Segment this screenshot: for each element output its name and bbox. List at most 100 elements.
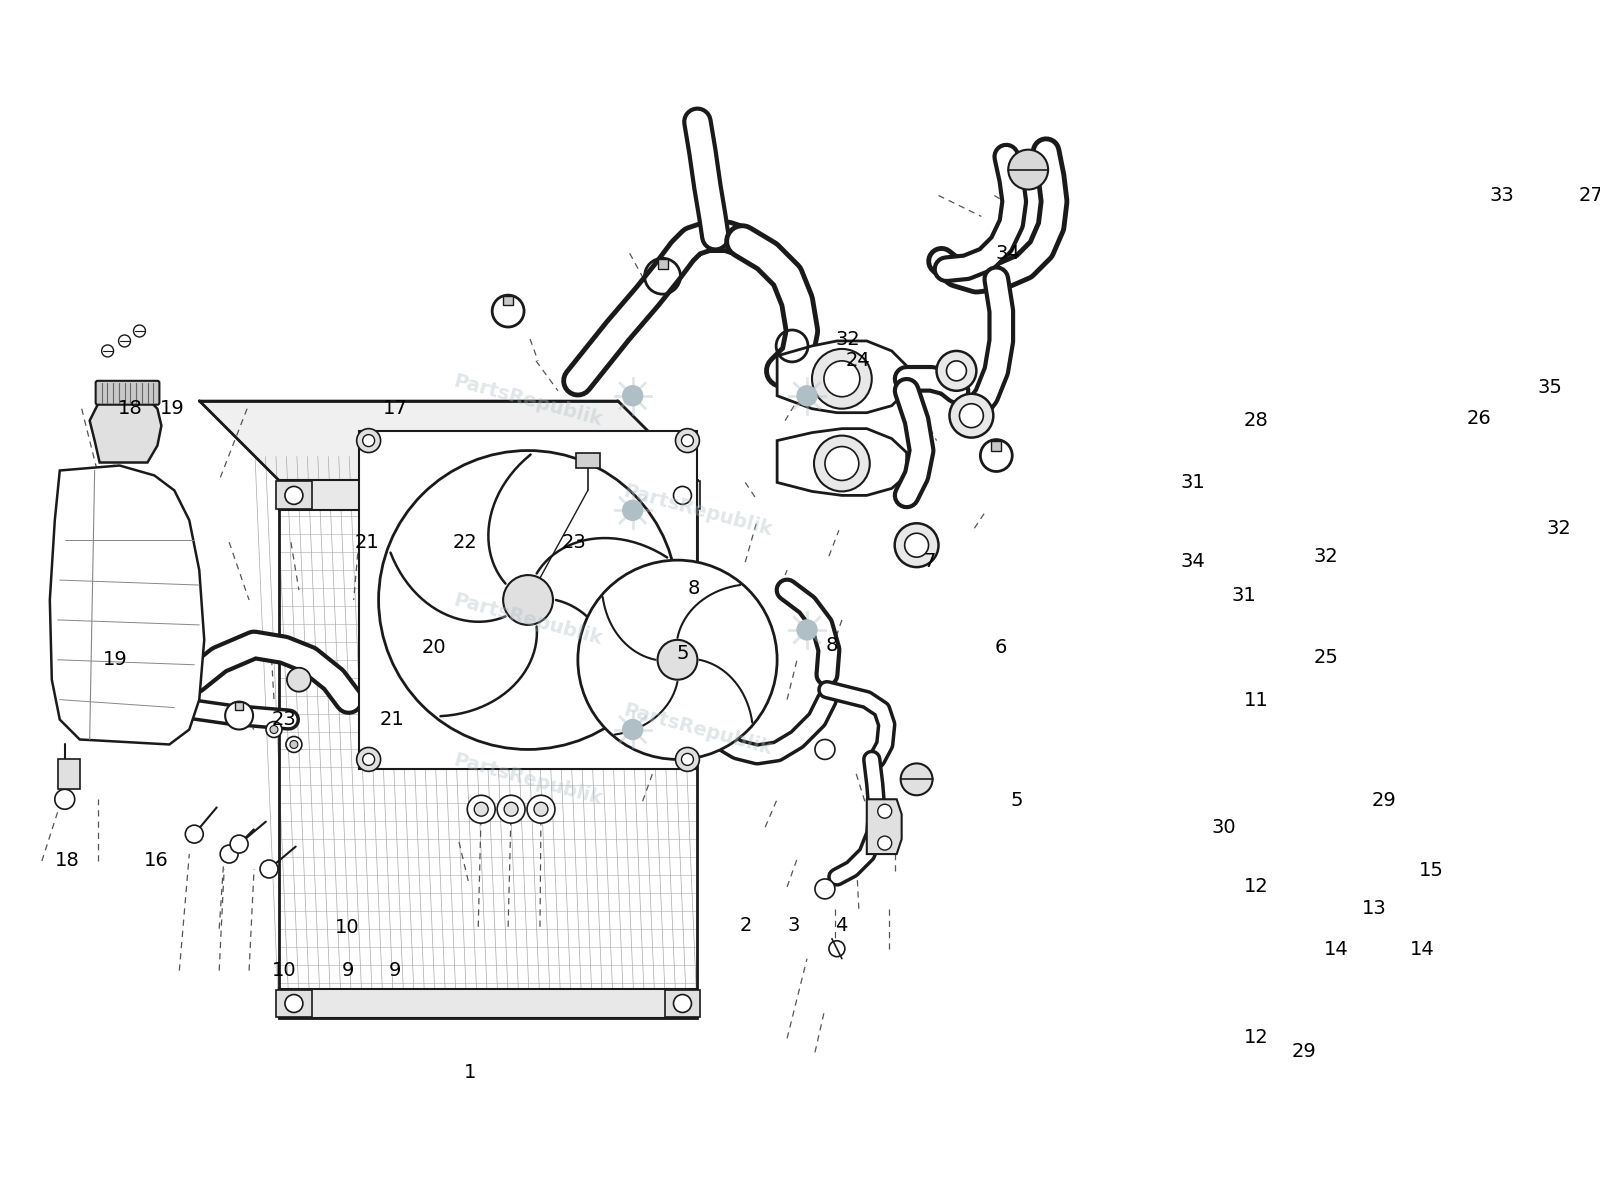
Circle shape [102,344,114,356]
Text: 35: 35 [1538,378,1562,397]
Circle shape [261,860,278,878]
Polygon shape [502,296,514,305]
Text: 12: 12 [1243,877,1269,896]
Text: 12: 12 [1243,1028,1269,1048]
Circle shape [286,737,302,752]
Circle shape [118,335,131,347]
Circle shape [357,748,381,772]
Circle shape [674,486,691,504]
Circle shape [622,385,643,406]
Text: 6: 6 [995,638,1008,658]
Circle shape [578,560,778,760]
Polygon shape [992,440,1002,450]
FancyBboxPatch shape [664,481,701,509]
Text: 8: 8 [826,636,838,655]
Circle shape [1008,150,1048,190]
Circle shape [54,790,75,809]
Text: 14: 14 [1410,940,1434,959]
Circle shape [526,796,555,823]
Circle shape [266,721,282,738]
Text: 26: 26 [1467,409,1491,427]
Text: PartsRepublik: PartsRepublik [451,590,605,649]
Text: PartsRepublik: PartsRepublik [621,701,774,758]
Circle shape [936,350,976,391]
Text: 14: 14 [1323,940,1349,959]
Text: 13: 13 [1362,899,1387,918]
Circle shape [904,533,928,557]
Polygon shape [778,428,907,496]
Text: 5: 5 [677,644,688,664]
Circle shape [947,361,966,380]
FancyBboxPatch shape [275,481,312,509]
Text: 29: 29 [1291,1043,1317,1062]
Text: 20: 20 [421,638,446,658]
Text: 17: 17 [382,400,408,419]
Circle shape [230,835,248,853]
Polygon shape [58,760,80,790]
Circle shape [285,486,302,504]
Circle shape [829,941,845,956]
Text: 2: 2 [739,916,752,935]
Text: 23: 23 [272,710,296,730]
Text: 4: 4 [835,916,848,935]
Text: 21: 21 [354,533,379,552]
Circle shape [824,361,859,397]
Circle shape [502,575,554,625]
Circle shape [960,403,984,427]
Text: 23: 23 [562,533,586,552]
Text: 10: 10 [272,961,296,980]
FancyBboxPatch shape [358,431,698,769]
Circle shape [811,349,872,409]
Polygon shape [278,480,698,510]
Circle shape [878,804,891,818]
Text: 11: 11 [1243,691,1269,710]
Text: 19: 19 [102,650,126,670]
Circle shape [878,836,891,850]
Circle shape [379,450,677,750]
Text: 33: 33 [1490,186,1514,205]
Text: 30: 30 [1211,817,1237,836]
Circle shape [814,436,870,492]
Text: 9: 9 [389,961,402,980]
Circle shape [363,754,374,766]
Text: 5: 5 [1011,791,1024,810]
Circle shape [682,434,693,446]
Circle shape [357,428,381,452]
Text: 10: 10 [334,918,360,937]
Polygon shape [278,989,698,1019]
Circle shape [622,500,643,521]
Circle shape [826,446,859,480]
Circle shape [498,796,525,823]
Polygon shape [235,702,243,709]
Circle shape [504,803,518,816]
Circle shape [221,845,238,863]
Text: 1: 1 [464,1063,477,1081]
Text: 31: 31 [1230,586,1256,605]
Text: 18: 18 [54,851,80,870]
Circle shape [133,325,146,337]
Polygon shape [90,392,162,462]
Text: PartsRepublik: PartsRepublik [451,372,605,430]
Circle shape [949,394,994,438]
Text: 31: 31 [1181,473,1205,492]
Circle shape [226,702,253,730]
Text: 25: 25 [1314,648,1339,667]
Polygon shape [778,341,907,413]
Text: 24: 24 [845,352,870,371]
Text: 32: 32 [1314,547,1339,566]
Polygon shape [576,452,600,468]
Circle shape [814,739,835,760]
Circle shape [797,620,818,640]
Text: 32: 32 [835,330,861,349]
Text: 19: 19 [160,400,184,419]
Circle shape [675,748,699,772]
Text: 34: 34 [1181,552,1205,571]
Circle shape [901,763,933,796]
Circle shape [285,995,302,1013]
Text: 34: 34 [995,244,1019,263]
Circle shape [674,995,691,1013]
Text: 18: 18 [118,400,142,419]
Text: 16: 16 [144,851,168,870]
Text: 21: 21 [379,710,405,730]
Polygon shape [200,401,698,480]
